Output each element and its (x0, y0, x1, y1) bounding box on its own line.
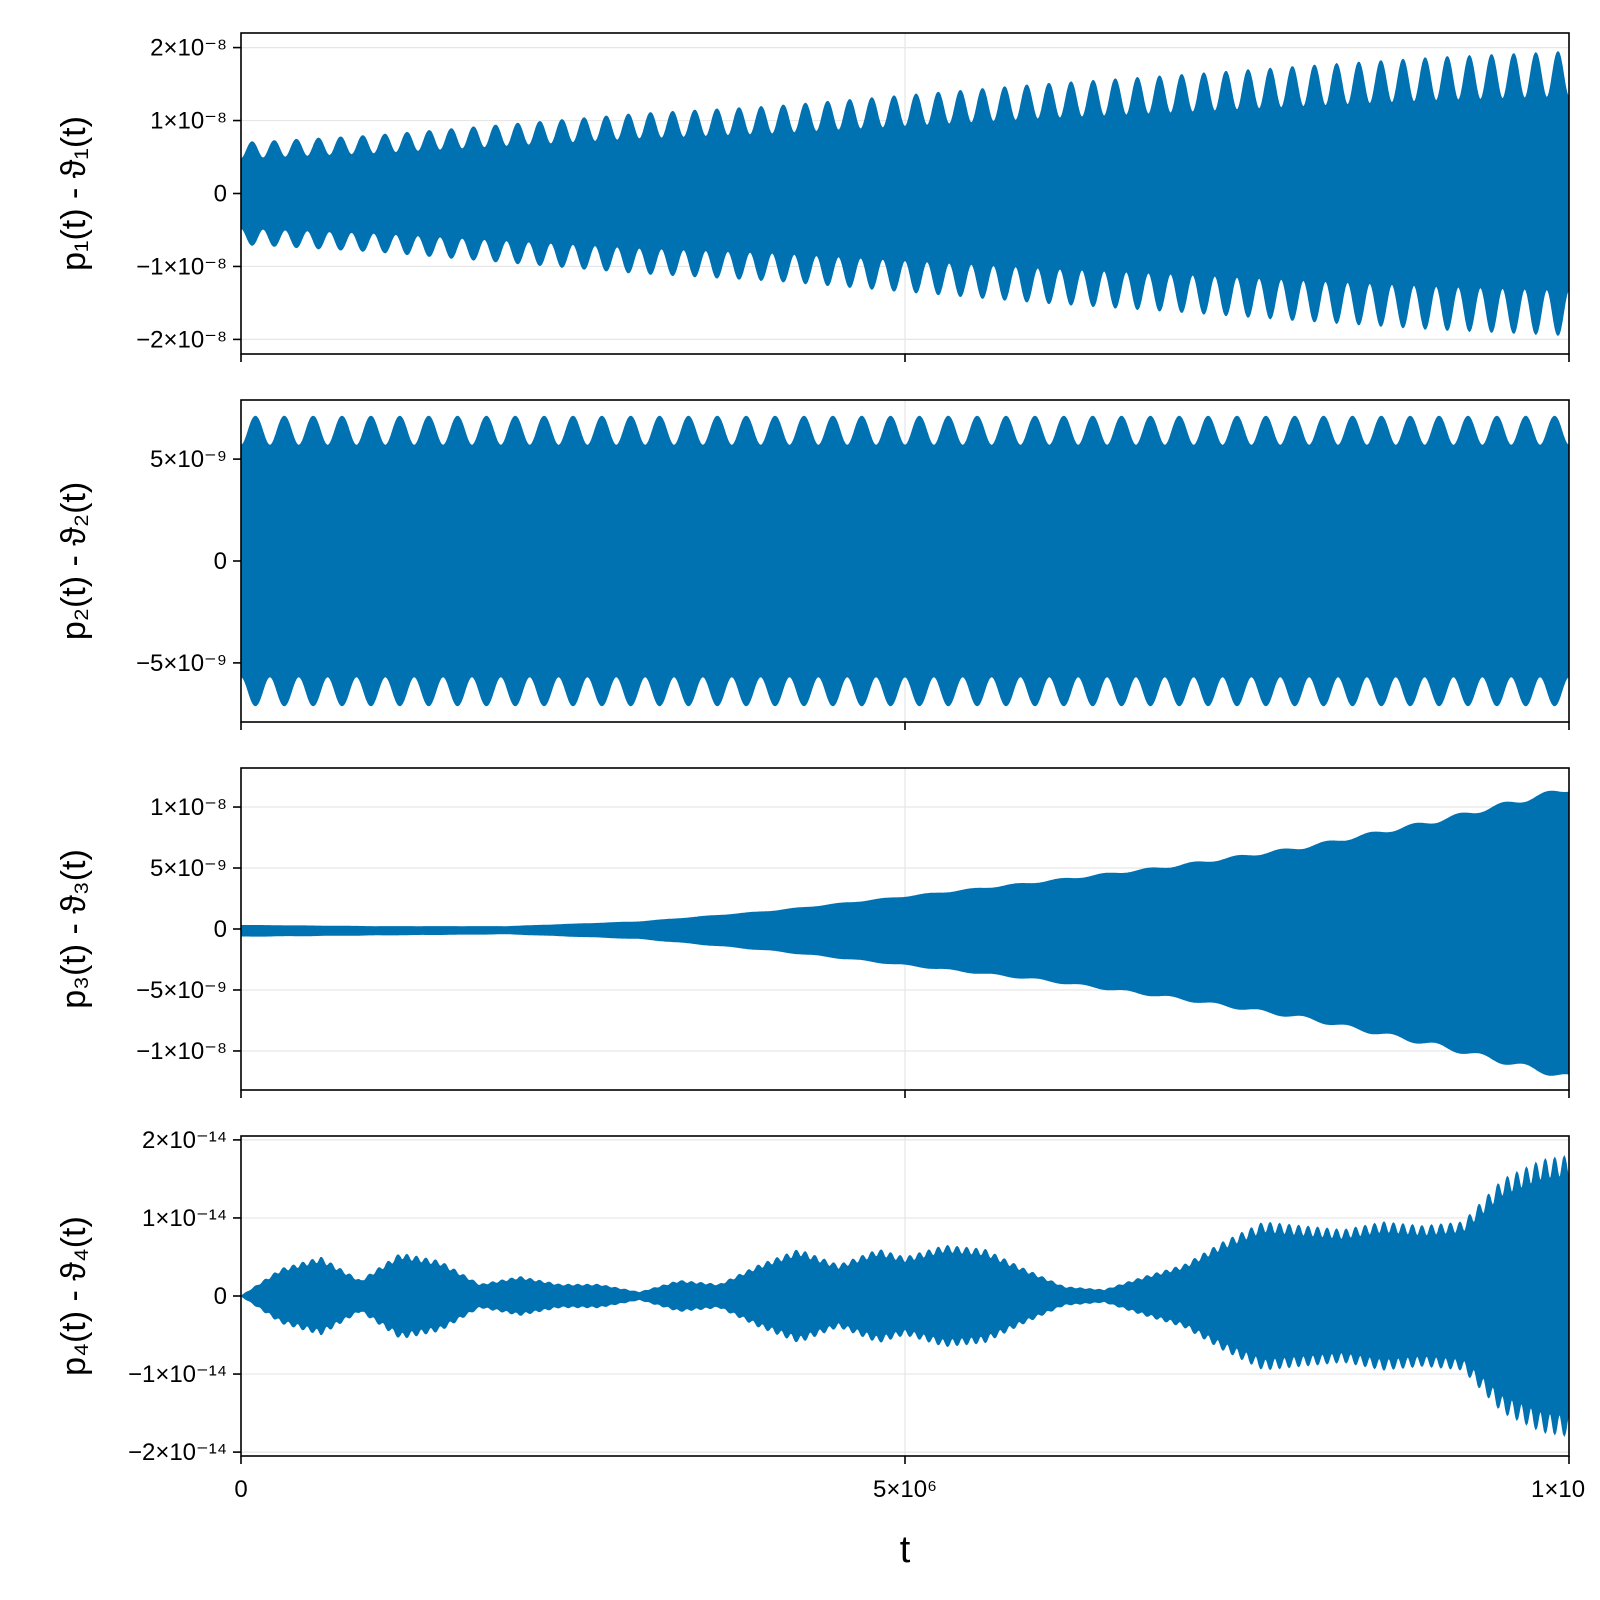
y-tick-label: 0 (214, 916, 227, 943)
y-tick-label: −2×10⁻¹⁴ (128, 1439, 227, 1466)
panel-3: −1×10⁻⁸ −5×10⁻⁹ 0 5×10⁻⁹ 1×10⁻⁸ p₃(t) - ϑ₃(t) (55, 767, 1570, 1098)
y-tick-label: 5×10⁻⁹ (150, 855, 227, 882)
x-tick-label: 0 (234, 1476, 247, 1503)
y-axis-label: p₃(t) - ϑ₃(t) (55, 849, 93, 1009)
x-axis-label: t (900, 1529, 911, 1571)
y-tick-label: 2×10⁻¹⁴ (142, 1127, 227, 1154)
y-axis-label: p₄(t) - ϑ₄(t) (55, 1216, 93, 1376)
y-tick-label: 5×10⁻⁹ (150, 446, 227, 473)
y-tick-label: 1×10⁻¹⁴ (142, 1205, 227, 1232)
panel-1: −2×10⁻⁸ −1×10⁻⁸ 0 1×10⁻⁸ 2×10⁻⁸ p₁(t) - ϑ₁(t) (55, 32, 1570, 362)
y-tick-label: 2×10⁻⁸ (150, 35, 227, 62)
x-tick-label: 1×10 (1531, 1476, 1585, 1503)
y-tick-label: 1×10⁻⁸ (150, 108, 227, 135)
y-tick-label: −5×10⁻⁹ (136, 977, 227, 1004)
panel-4: −2×10⁻¹⁴ −1×10⁻¹⁴ 0 1×10⁻¹⁴ 2×10⁻¹⁴ 0 5×10⁶ 1×1… (55, 1127, 1585, 1503)
panel-2: −5×10⁻⁹ 0 5×10⁻⁹ p₂(t) - ϑ₂(t) (55, 399, 1570, 730)
y-tick-label: −1×10⁻¹⁴ (128, 1361, 227, 1388)
y-tick-label: −1×10⁻⁸ (136, 253, 227, 280)
y-tick-label: 0 (214, 181, 227, 208)
y-tick-label: 1×10⁻⁸ (150, 794, 227, 821)
y-tick-label: 0 (214, 548, 227, 575)
x-tick-label: 5×10⁶ (873, 1476, 937, 1503)
y-tick-label: −1×10⁻⁸ (136, 1038, 227, 1065)
y-tick-label: −2×10⁻⁸ (136, 326, 227, 353)
y-axis-label: p₂(t) - ϑ₂(t) (55, 482, 93, 640)
y-axis-label: p₁(t) - ϑ₁(t) (55, 116, 93, 271)
series-band (240, 415, 1570, 707)
y-tick-label: −5×10⁻⁹ (136, 650, 227, 677)
y-tick-label: 0 (214, 1283, 227, 1310)
